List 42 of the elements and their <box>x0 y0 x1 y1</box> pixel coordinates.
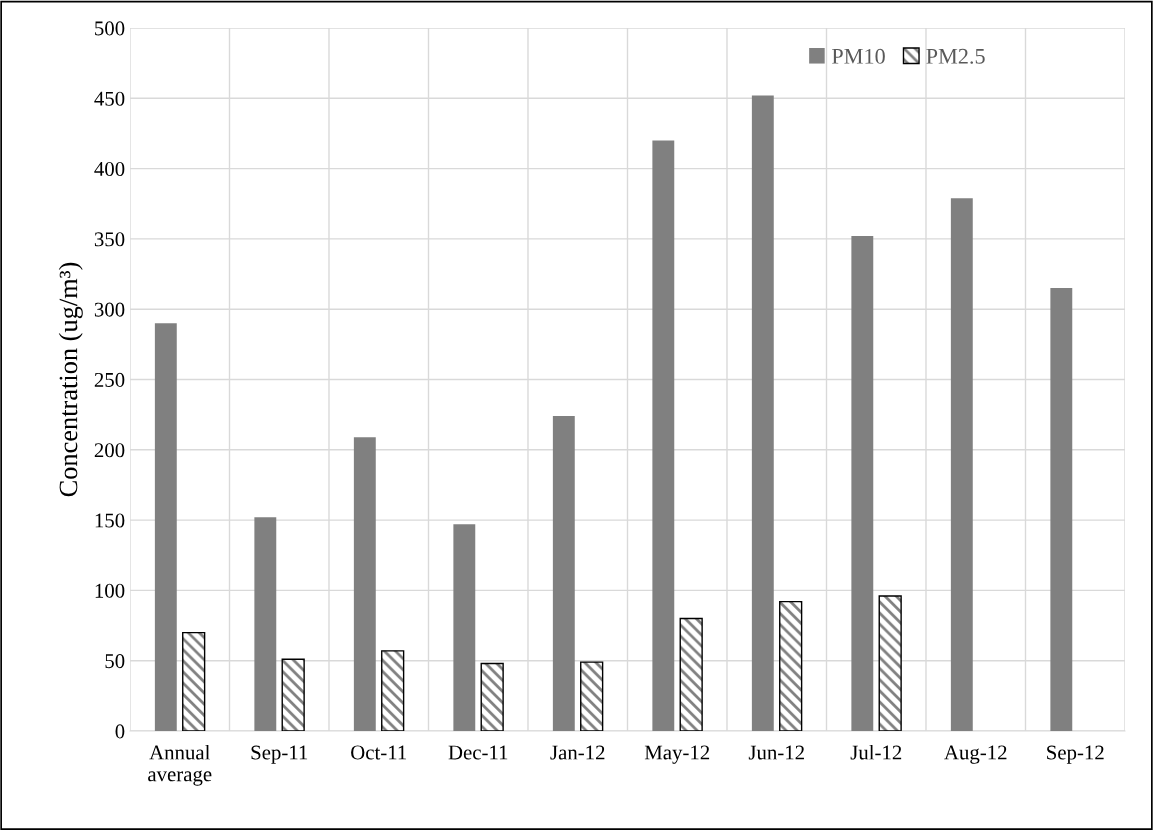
y-tick-label: 350 <box>94 232 125 247</box>
x-tick-label: Sep-11 <box>251 745 308 764</box>
y-tick-label: 150 <box>95 513 125 528</box>
y-axis-title: Concentration (ug/m³) <box>58 262 83 497</box>
x-tick-label: Annual average <box>148 744 212 786</box>
y-tick-label: 400 <box>94 161 125 177</box>
x-tick-label: Jan-12 <box>550 745 605 760</box>
bar <box>552 416 575 731</box>
x-tick-label: Dec-11 <box>448 745 508 760</box>
bar <box>950 198 973 731</box>
y-tick-label: 0 <box>115 724 125 739</box>
y-tick-label: 100 <box>95 583 125 598</box>
y-tick-label: 300 <box>94 302 125 317</box>
bar <box>878 595 902 731</box>
bar <box>480 662 504 731</box>
x-tick-label: Oct-11 <box>351 745 407 760</box>
bar <box>154 323 177 731</box>
legend-label: PM2.5 <box>926 48 985 64</box>
bar <box>851 236 874 731</box>
y-tick-label: 250 <box>94 372 125 387</box>
bar <box>1050 288 1073 731</box>
bar <box>254 517 277 731</box>
bar <box>453 524 476 731</box>
x-tick-label: May-12 <box>644 745 710 764</box>
legend-label: PM10 <box>832 48 885 64</box>
bar <box>182 631 206 731</box>
bar <box>381 650 405 731</box>
y-tick-label: 500 <box>95 21 125 36</box>
x-tick-label: Jun-12 <box>748 745 804 760</box>
x-tick-label: Sep-12 <box>1047 745 1104 764</box>
bar <box>353 437 376 731</box>
y-tick-label: 50 <box>105 654 125 669</box>
y-tick-label: 200 <box>94 443 125 458</box>
bar <box>751 95 774 731</box>
bar <box>779 600 803 731</box>
bar <box>652 140 675 731</box>
x-tick-label: Jul-12 <box>850 744 902 760</box>
bar <box>281 658 305 731</box>
bar <box>580 661 604 731</box>
y-tick-label: 450 <box>94 91 125 106</box>
x-tick-label: Aug-12 <box>944 745 1007 764</box>
bar <box>679 617 703 731</box>
